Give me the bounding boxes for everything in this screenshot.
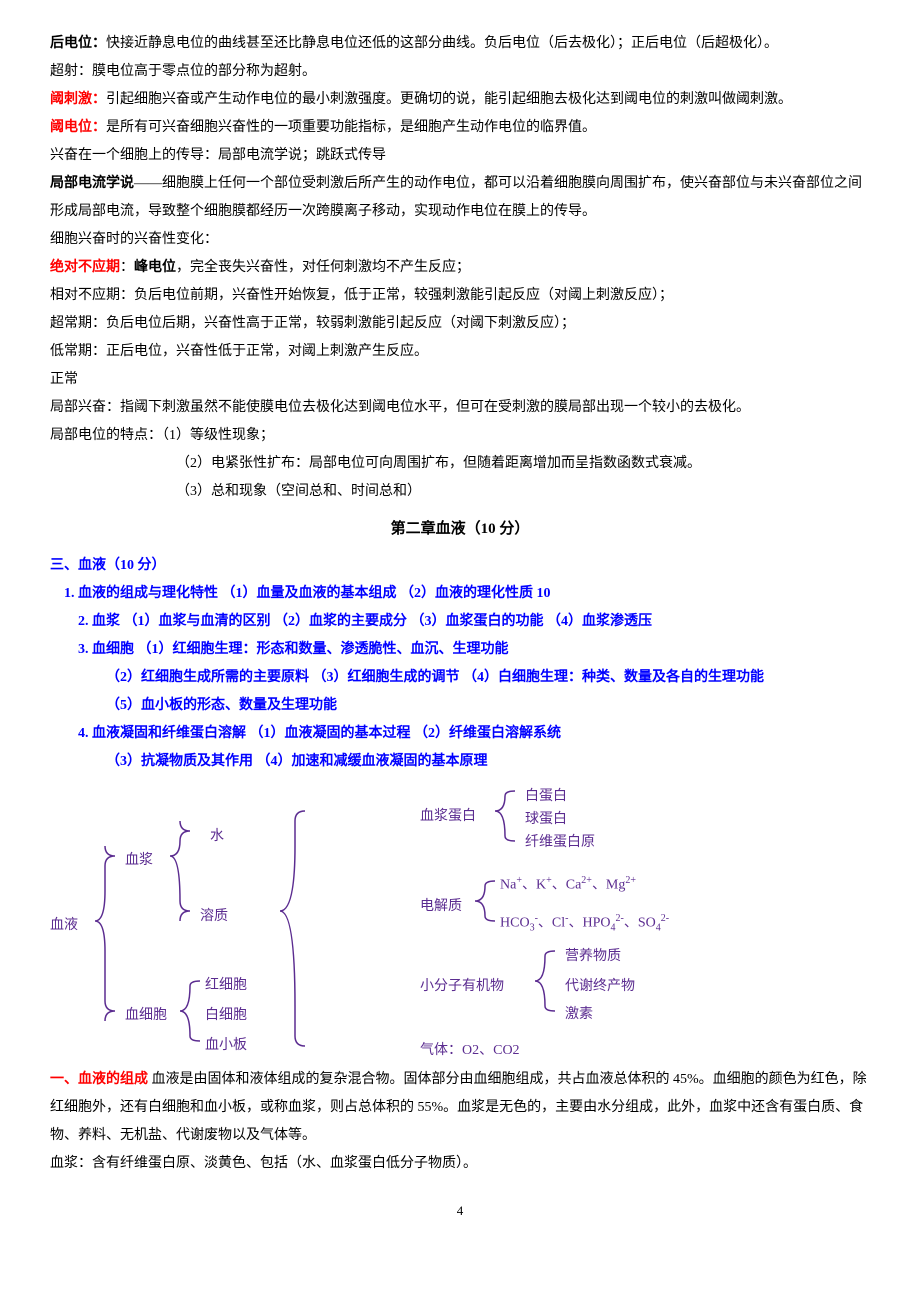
- colon: ：: [120, 260, 134, 275]
- node-electrolyte: 电解质: [420, 893, 462, 921]
- desc-threshold-stim: 引起细胞兴奋或产生动作电位的最小刺激强度。更确切的说，能引起细胞去极化达到阈电位…: [106, 92, 792, 107]
- para-excite-change: 细胞兴奋时的兴奋性变化：: [50, 226, 870, 254]
- node-smallmol: 小分子有机物: [420, 973, 504, 1001]
- node-rbc: 红细胞: [205, 972, 247, 1000]
- desc-afterpotential: 快接近静息电位的曲线甚至还比静息电位还低的这部分曲线。负后电位（后去极化）；正后…: [106, 36, 778, 51]
- desc-blood-comp: 血液是由固体和液体组成的复杂混合物。固体部分由血细胞组成，共占血液总体积的 45…: [50, 1072, 867, 1143]
- node-blood: 血液: [50, 912, 78, 940]
- para-supernormal: 超常期：负后电位后期，兴奋性高于正常，较弱刺激能引起反应（对阈下刺激反应）；: [50, 310, 870, 338]
- desc-local-current: ——细胞膜上任何一个部位受刺激后所产生的动作电位，都可以沿着细胞膜向周围扩布，使…: [50, 176, 862, 219]
- term-local-current: 局部电流学说: [50, 176, 134, 191]
- term-afterpotential: 后电位：: [50, 36, 106, 51]
- node-gas: 气体：O2、CO2: [420, 1037, 520, 1065]
- para-plasma-desc: 血浆：含有纤维蛋白原、淡黄色、包括（水、血浆蛋白低分子物质）。: [50, 1150, 870, 1178]
- section3-2: 2. 血浆 （1）血浆与血清的区别 （2）血浆的主要成分 （3）血浆蛋白的功能 …: [50, 608, 870, 636]
- desc-threshold-pot: 是所有可兴奋细胞兴奋性的一项重要功能指标，是细胞产生动作电位的临界值。: [106, 120, 596, 135]
- para-overshoot: 超射：膜电位高于零点位的部分称为超射。: [50, 58, 870, 86]
- section3-3: 3. 血细胞 （1）红细胞生理：形态和数量、渗透脆性、血沉、生理功能: [50, 636, 870, 664]
- node-cations: Na+、K+、Ca2+、Mg2+: [500, 871, 636, 900]
- node-wbc: 白细胞: [205, 1002, 247, 1030]
- para-feat3: （3）总和现象（空间总和、时间总和）: [50, 478, 870, 506]
- para-local-current: 局部电流学说——细胞膜上任何一个部位受刺激后所产生的动作电位，都可以沿着细胞膜向…: [50, 170, 870, 226]
- para-feat1: 局部电位的特点：（1）等级性现象；: [50, 422, 870, 450]
- desc-abs-refractory: ，完全丧失兴奋性，对任何刺激均不产生反应；: [176, 260, 470, 275]
- node-solute: 溶质: [200, 903, 228, 931]
- para-rel-refractory: 相对不应期：负后电位前期，兴奋性开始恢复，低于正常，较强刺激能引起反应（对阈上刺…: [50, 282, 870, 310]
- para-afterpotential: 后电位：快接近静息电位的曲线甚至还比静息电位还低的这部分曲线。负后电位（后去极化…: [50, 30, 870, 58]
- section3-4: 4. 血液凝固和纤维蛋白溶解 （1）血液凝固的基本过程 （2）纤维蛋白溶解系统: [50, 720, 870, 748]
- section3-3c: （5）血小板的形态、数量及生理功能: [50, 692, 870, 720]
- para-abs-refractory: 绝对不应期：峰电位，完全丧失兴奋性，对任何刺激均不产生反应；: [50, 254, 870, 282]
- node-hormone: 激素: [565, 1001, 593, 1029]
- blood-composition-diagram: 血液 血浆 血细胞 水 溶质 红细胞 白细胞 血小板 血浆蛋白 电解质 小分子有…: [50, 786, 870, 1056]
- term-threshold-stim: 阈刺激：: [50, 92, 106, 107]
- node-bloodcell: 血细胞: [125, 1002, 167, 1030]
- node-water: 水: [210, 823, 224, 851]
- term-threshold-pot: 阈电位：: [50, 120, 106, 135]
- para-conduction: 兴奋在一个细胞上的传导：局部电流学说；跳跃式传导: [50, 142, 870, 170]
- node-metabolite: 代谢终产物: [565, 973, 635, 1001]
- node-platelet: 血小板: [205, 1032, 247, 1060]
- node-nutrient: 营养物质: [565, 943, 621, 971]
- section3-title: 三、血液（10 分）: [50, 552, 870, 580]
- term-peak: 峰电位: [134, 260, 176, 275]
- term-blood-comp: 一、血液的组成: [50, 1072, 148, 1087]
- para-subnormal: 低常期：正后电位，兴奋性低于正常，对阈上刺激产生反应。: [50, 338, 870, 366]
- node-fibrinogen: 纤维蛋白原: [525, 829, 595, 857]
- para-local-excite: 局部兴奋：指阈下刺激虽然不能使膜电位去极化达到阈电位水平，但可在受刺激的膜局部出…: [50, 394, 870, 422]
- term-abs-refractory: 绝对不应期: [50, 260, 120, 275]
- para-blood-comp: 一、血液的组成 血液是由固体和液体组成的复杂混合物。固体部分由血细胞组成，共占血…: [50, 1066, 870, 1150]
- section3-3b: （2）红细胞生成所需的主要原料 （3）红细胞生成的调节 （4）白细胞生理：种类、…: [50, 664, 870, 692]
- page-number: 4: [50, 1198, 870, 1224]
- node-anions: HCO3-、Cl-、HPO42-、SO42-: [500, 909, 669, 938]
- section3-4b: （3）抗凝物质及其作用 （4）加速和减缓血液凝固的基本原理: [50, 748, 870, 776]
- para-threshold-stim: 阈刺激：引起细胞兴奋或产生动作电位的最小刺激强度。更确切的说，能引起细胞去极化达…: [50, 86, 870, 114]
- node-plasma: 血浆: [125, 847, 153, 875]
- chapter-title: 第二章血液（10 分）: [50, 514, 870, 544]
- para-normal: 正常: [50, 366, 870, 394]
- para-threshold-pot: 阈电位：是所有可兴奋细胞兴奋性的一项重要功能指标，是细胞产生动作电位的临界值。: [50, 114, 870, 142]
- para-feat2: （2）电紧张性扩布：局部电位可向周围扩布，但随着距离增加而呈指数函数式衰减。: [50, 450, 870, 478]
- section3-1: 1. 血液的组成与理化特性 （1）血量及血液的基本组成 （2）血液的理化性质 1…: [50, 580, 870, 608]
- node-plasmaprotein: 血浆蛋白: [420, 803, 476, 831]
